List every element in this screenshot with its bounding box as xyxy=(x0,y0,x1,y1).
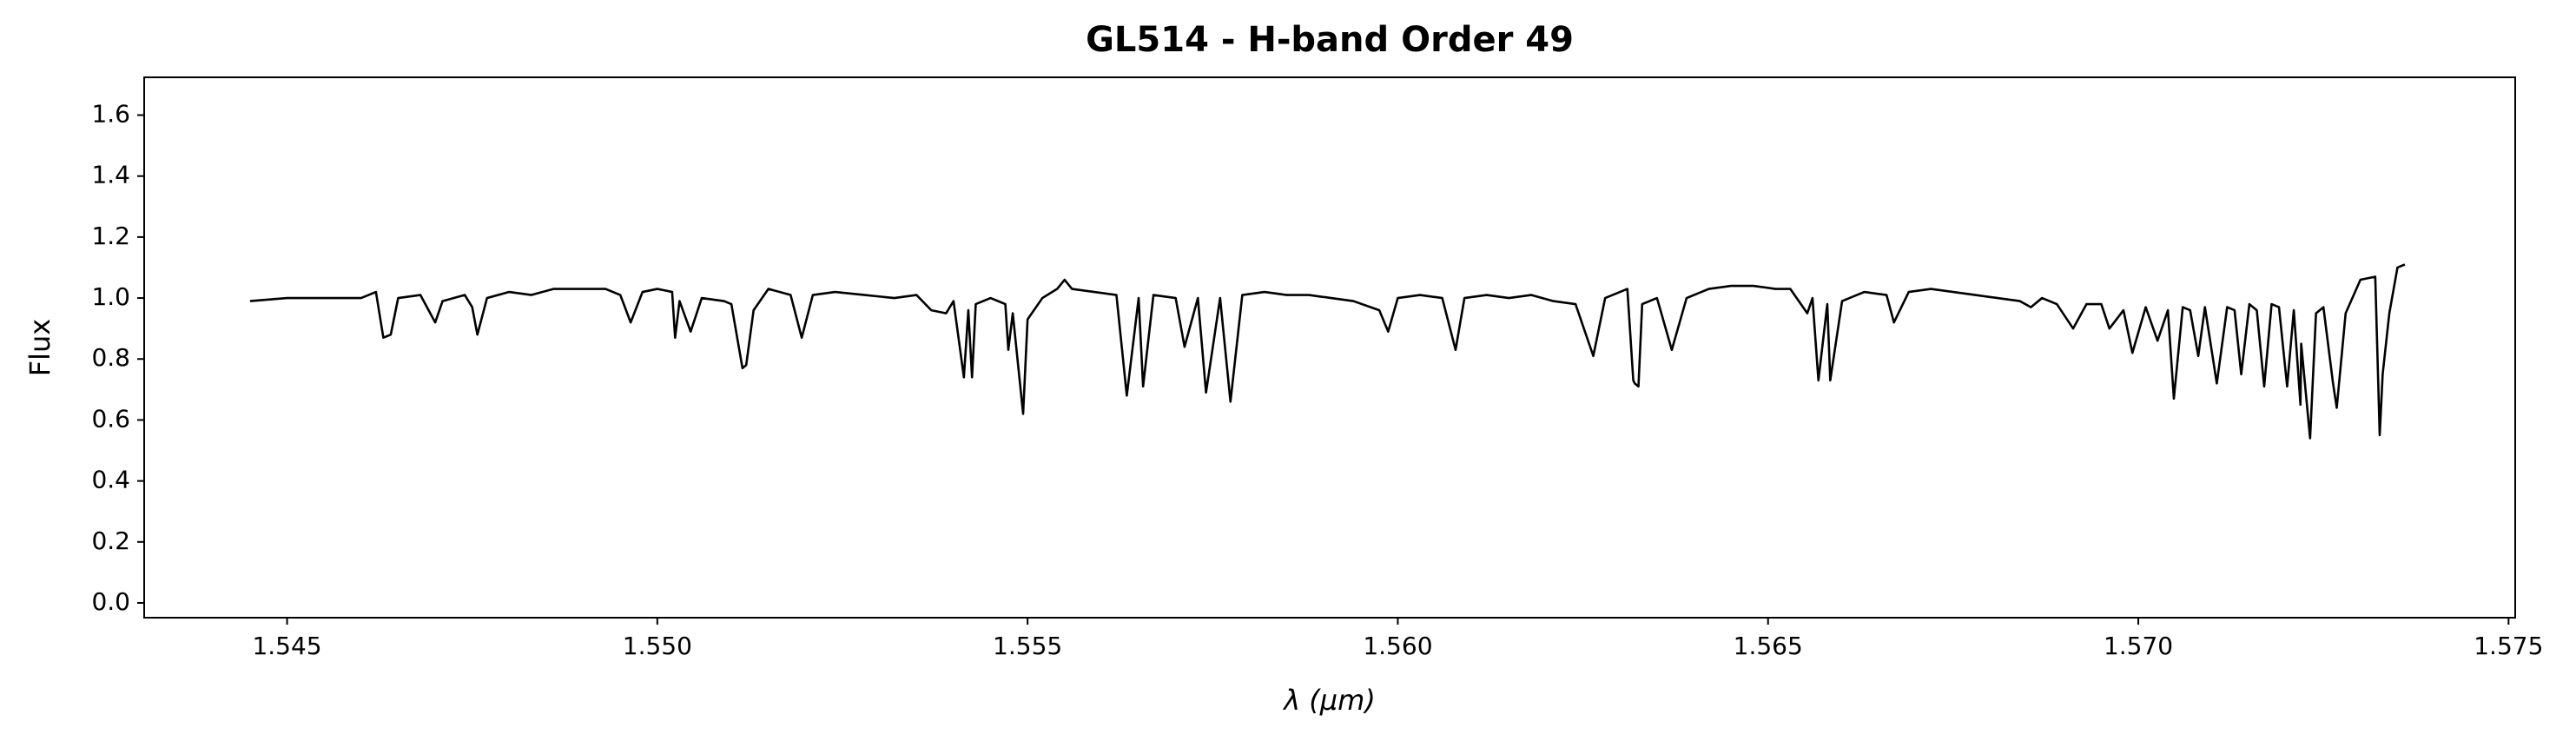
x-tick-label: 1.575 xyxy=(2474,632,2543,660)
x-tick-label: 1.555 xyxy=(993,632,1062,660)
y-tick-label: 1.6 xyxy=(91,100,130,129)
y-tick-label: 0.6 xyxy=(91,404,130,433)
x-tick-label: 1.565 xyxy=(1734,632,1803,660)
y-tick-label: 1.2 xyxy=(91,222,130,250)
y-axis-label: Flux xyxy=(23,319,56,377)
y-tick-label: 0.0 xyxy=(91,587,130,616)
spectrum-line xyxy=(249,263,2406,440)
y-tick-label: 0.2 xyxy=(91,526,130,555)
y-tick-label: 0.8 xyxy=(91,343,130,372)
x-axis-label: λ (μm) xyxy=(1282,684,1376,717)
chart-title: GL514 - H-band Order 49 xyxy=(1086,20,1574,60)
x-tick-label: 1.560 xyxy=(1363,632,1432,660)
plot-frame xyxy=(143,76,2516,619)
x-tick-label: 1.550 xyxy=(623,632,692,660)
y-tick-label: 1.4 xyxy=(91,161,130,189)
x-tick-label: 1.570 xyxy=(2104,632,2173,660)
x-tick-label: 1.545 xyxy=(252,632,321,660)
y-tick-label: 0.4 xyxy=(91,466,130,494)
y-tick-label: 1.0 xyxy=(91,282,130,311)
